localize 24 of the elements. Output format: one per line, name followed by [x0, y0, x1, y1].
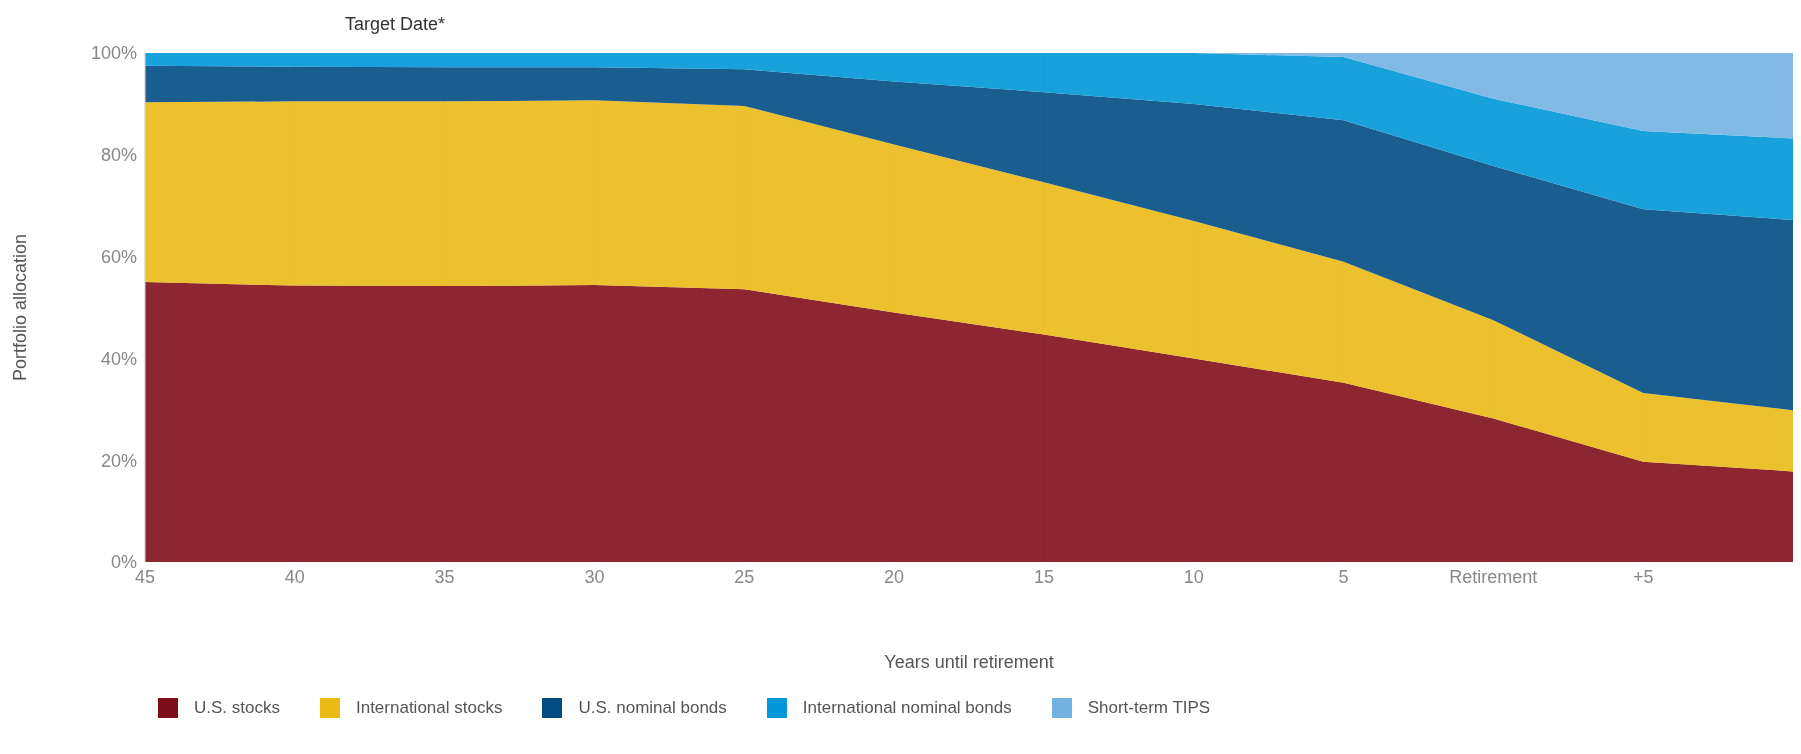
y-tick-label: 20% — [100, 450, 137, 471]
x-tick-label: 15 — [1033, 566, 1054, 587]
y-axis-title: Portfolio allocation — [10, 233, 31, 382]
x-axis-title: Years until retirement — [884, 652, 1054, 672]
y-tick-label: 60% — [100, 246, 137, 267]
x-tick-label: 40 — [284, 566, 305, 587]
x-tick-label: Retirement — [1449, 566, 1538, 587]
y-tick-label: 0% — [110, 552, 137, 573]
x-tick-label: 35 — [434, 566, 455, 587]
legend-label: International stocks — [355, 698, 503, 718]
y-tick-label: 80% — [100, 145, 137, 166]
x-tick-label: 5 — [1338, 566, 1349, 587]
legend-label: Short-term TIPS — [1087, 698, 1211, 718]
legend-label: International nominal bonds — [802, 698, 1012, 718]
x-tick-label: 20 — [884, 566, 905, 587]
x-tick-label: 30 — [584, 566, 605, 587]
legend-label: U.S. nominal bonds — [578, 698, 727, 718]
x-tick-label: 25 — [734, 566, 755, 587]
y-tick-label: 40% — [100, 348, 137, 369]
legend-label: U.S. stocks — [194, 698, 280, 718]
x-tick-label: +5 — [1632, 566, 1654, 587]
y-tick-label: 100% — [90, 43, 137, 64]
x-tick-label: 10 — [1183, 566, 1204, 587]
chart-title: Target Date* — [345, 14, 446, 35]
